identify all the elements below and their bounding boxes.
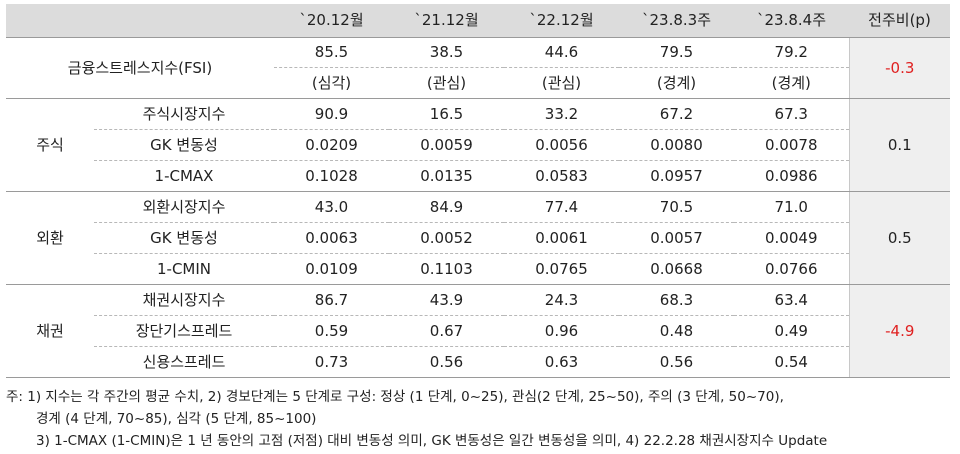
fsi-stage: (관심) bbox=[504, 67, 619, 99]
row-label: 1-CMAX bbox=[94, 160, 274, 192]
cell-value: 0.0059 bbox=[389, 129, 504, 161]
header-col-2383: `23.8.3주 bbox=[619, 4, 734, 38]
cell-value: 0.0209 bbox=[274, 129, 389, 161]
fsi-label: 금융스트레스지수(FSI) bbox=[6, 37, 274, 99]
cell-value: 0.0061 bbox=[504, 222, 619, 254]
fsi-change: -0.3 bbox=[848, 37, 950, 99]
cell-value: 24.3 bbox=[504, 284, 619, 316]
bond-change: -4.9 bbox=[848, 284, 950, 378]
cell-value: 0.0049 bbox=[734, 222, 849, 254]
header-col-change: 전주비(p) bbox=[849, 4, 950, 38]
footnote-line-2: 경계 (4 단계, 70~85), 심각 (5 단계, 85~100) bbox=[36, 411, 317, 427]
table-row: 1-CMIN 0.0109 0.1103 0.0765 0.0668 0.076… bbox=[6, 253, 950, 285]
cell-value: 0.0109 bbox=[274, 253, 389, 285]
fsi-value-row: 금융스트레스지수(FSI) 85.5 38.5 44.6 79.5 79.2 -… bbox=[6, 37, 950, 99]
cell-value: 0.0057 bbox=[619, 222, 734, 254]
cell-value: 43.0 bbox=[274, 191, 389, 223]
fsi-stage: (관심) bbox=[389, 67, 504, 99]
header-col-2012: `20.12월 bbox=[274, 4, 389, 38]
financial-stress-index-table: `20.12월 `21.12월 `22.12월 `23.8.3주 `23.8.4… bbox=[6, 4, 950, 378]
header-row: `20.12월 `21.12월 `22.12월 `23.8.3주 `23.8.4… bbox=[6, 4, 950, 38]
table-row: 주식 주식시장지수 90.9 16.5 33.2 67.2 67.3 0.1 bbox=[6, 98, 950, 192]
table-footnotes: 주: 1) 지수는 각 주간의 평균 수치, 2) 경보단계는 5 단계로 구성… bbox=[6, 386, 950, 452]
cell-value: 0.0766 bbox=[734, 253, 849, 285]
group-label-stock: 주식 bbox=[6, 98, 94, 192]
cell-value: 0.0080 bbox=[619, 129, 734, 161]
cell-value: 0.59 bbox=[274, 315, 389, 347]
cell-value: 0.56 bbox=[619, 346, 734, 378]
fsi-value: 85.5 bbox=[274, 37, 389, 68]
header-col-2384: `23.8.4주 bbox=[734, 4, 849, 38]
table-row: 외환 외환시장지수 43.0 84.9 77.4 70.5 71.0 0.5 bbox=[6, 191, 950, 285]
row-label: 주식시장지수 bbox=[94, 98, 274, 130]
fsi-value: 79.5 bbox=[619, 37, 734, 68]
cell-value: 0.0583 bbox=[504, 160, 619, 192]
cell-value: 67.2 bbox=[619, 98, 734, 130]
row-label: 1-CMIN bbox=[94, 253, 274, 285]
group-label-bond: 채권 bbox=[6, 284, 94, 378]
cell-value: 0.73 bbox=[274, 346, 389, 378]
fsi-value: 44.6 bbox=[504, 37, 619, 68]
cell-value: 0.96 bbox=[504, 315, 619, 347]
cell-value: 0.0986 bbox=[734, 160, 849, 192]
cell-value: 0.48 bbox=[619, 315, 734, 347]
header-col-2212: `22.12월 bbox=[504, 4, 619, 38]
cell-value: 67.3 bbox=[734, 98, 849, 130]
table-row: 1-CMAX 0.1028 0.0135 0.0583 0.0957 0.098… bbox=[6, 160, 950, 192]
cell-value: 68.3 bbox=[619, 284, 734, 316]
cell-value: 0.0668 bbox=[619, 253, 734, 285]
fx-change: 0.5 bbox=[848, 191, 950, 285]
cell-value: 84.9 bbox=[389, 191, 504, 223]
cell-value: 16.5 bbox=[389, 98, 504, 130]
cell-value: 0.1103 bbox=[389, 253, 504, 285]
row-label: GK 변동성 bbox=[94, 129, 274, 161]
cell-value: 0.67 bbox=[389, 315, 504, 347]
cell-value: 0.56 bbox=[389, 346, 504, 378]
cell-value: 70.5 bbox=[619, 191, 734, 223]
cell-value: 77.4 bbox=[504, 191, 619, 223]
cell-value: 0.0765 bbox=[504, 253, 619, 285]
fsi-table-container: `20.12월 `21.12월 `22.12월 `23.8.3주 `23.8.4… bbox=[6, 4, 950, 452]
cell-value: 33.2 bbox=[504, 98, 619, 130]
cell-value: 0.0135 bbox=[389, 160, 504, 192]
row-label: 장단기스프레드 bbox=[94, 315, 274, 347]
header-col-2112: `21.12월 bbox=[389, 4, 504, 38]
table-row: 채권 채권시장지수 86.7 43.9 24.3 68.3 63.4 -4.9 bbox=[6, 284, 950, 378]
cell-value: 43.9 bbox=[389, 284, 504, 316]
cell-value: 63.4 bbox=[734, 284, 849, 316]
cell-value: 71.0 bbox=[734, 191, 849, 223]
table-row: GK 변동성 0.0063 0.0052 0.0061 0.0057 0.004… bbox=[6, 222, 950, 254]
row-label: 채권시장지수 bbox=[94, 284, 274, 316]
row-label: 외환시장지수 bbox=[94, 191, 274, 223]
cell-value: 0.0052 bbox=[389, 222, 504, 254]
cell-value: 0.54 bbox=[734, 346, 849, 378]
fsi-value: 79.2 bbox=[734, 37, 849, 68]
cell-value: 90.9 bbox=[274, 98, 389, 130]
table-row: 신용스프레드 0.73 0.56 0.63 0.56 0.54 bbox=[6, 346, 950, 378]
cell-value: 0.0078 bbox=[734, 129, 849, 161]
cell-value: 86.7 bbox=[274, 284, 389, 316]
fsi-stage-row: (심각) (관심) (관심) (경계) (경계) bbox=[6, 67, 950, 99]
row-label: GK 변동성 bbox=[94, 222, 274, 254]
cell-value: 0.0063 bbox=[274, 222, 389, 254]
footnote-line-3: 3) 1-CMAX (1-CMIN)은 1 년 동안의 고점 (저점) 대비 변… bbox=[36, 433, 828, 449]
fsi-stage: (심각) bbox=[274, 67, 389, 99]
row-label: 신용스프레드 bbox=[94, 346, 274, 378]
cell-value: 0.63 bbox=[504, 346, 619, 378]
fsi-stage: (경계) bbox=[619, 67, 734, 99]
stock-change: 0.1 bbox=[848, 98, 950, 192]
group-label-fx: 외환 bbox=[6, 191, 94, 285]
fsi-stage: (경계) bbox=[734, 67, 849, 99]
cell-value: 0.1028 bbox=[274, 160, 389, 192]
cell-value: 0.0957 bbox=[619, 160, 734, 192]
header-blank bbox=[6, 4, 274, 38]
cell-value: 0.0056 bbox=[504, 129, 619, 161]
fsi-value: 38.5 bbox=[389, 37, 504, 68]
footnote-line-1: 주: 1) 지수는 각 주간의 평균 수치, 2) 경보단계는 5 단계로 구성… bbox=[6, 389, 784, 405]
table-row: GK 변동성 0.0209 0.0059 0.0056 0.0080 0.007… bbox=[6, 129, 950, 161]
cell-value: 0.49 bbox=[734, 315, 849, 347]
table-row: 장단기스프레드 0.59 0.67 0.96 0.48 0.49 bbox=[6, 315, 950, 347]
